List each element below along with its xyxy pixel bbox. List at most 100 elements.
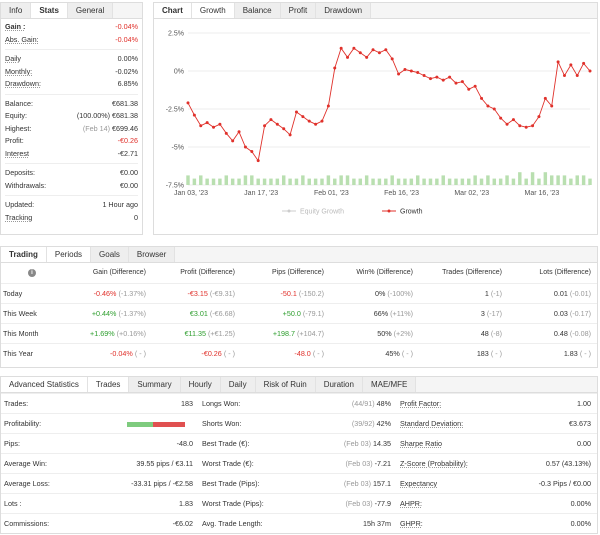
tab-general[interactable]: General [67, 3, 114, 18]
tab-stats[interactable]: Stats [31, 3, 68, 18]
growth-point[interactable] [237, 130, 241, 134]
tab-growth[interactable]: Growth [191, 3, 235, 18]
legend-growth[interactable]: Growth [400, 209, 423, 216]
tab-goals[interactable]: Goals [91, 247, 129, 262]
tab-daily[interactable]: Daily [220, 377, 256, 392]
stat-label-text[interactable]: Sharpe Ratio [400, 439, 442, 448]
tab-hourly[interactable]: Hourly [180, 377, 221, 392]
growth-point[interactable] [307, 119, 311, 123]
growth-point[interactable] [575, 74, 579, 78]
tab-balance[interactable]: Balance [234, 3, 281, 18]
growth-point[interactable] [314, 122, 318, 126]
growth-point[interactable] [192, 113, 196, 117]
tab-advanced-statistics[interactable]: Advanced Statistics [1, 377, 88, 392]
stat-label[interactable]: Expectancy [397, 473, 497, 494]
growth-point[interactable] [224, 131, 228, 135]
growth-point[interactable] [212, 125, 216, 129]
growth-point[interactable] [473, 84, 477, 88]
growth-point[interactable] [333, 66, 337, 70]
growth-point[interactable] [352, 46, 356, 50]
growth-point[interactable] [486, 104, 490, 108]
stat-label-text[interactable]: Profit Factor: [400, 399, 442, 408]
growth-point[interactable] [231, 139, 235, 143]
tab-trading[interactable]: Trading [1, 247, 47, 262]
stat-label[interactable]: Z-Score (Probability): [397, 453, 497, 474]
growth-point[interactable] [346, 55, 350, 59]
growth-point[interactable] [320, 119, 324, 123]
stat-label[interactable]: Standard Deviation: [397, 413, 497, 434]
growth-point[interactable] [460, 80, 464, 84]
stat-label[interactable]: Profit Factor: [397, 393, 497, 414]
daily-label[interactable]: Daily [5, 54, 21, 63]
tab-info[interactable]: Info [1, 3, 32, 18]
growth-point[interactable] [250, 150, 254, 154]
tab-mae-mfe[interactable]: MAE/MFE [362, 377, 417, 392]
stat-label-text[interactable]: GHPR: [400, 519, 423, 529]
growth-point[interactable] [199, 124, 203, 128]
stat-label[interactable]: Sharpe Ratio [397, 433, 497, 454]
growth-point[interactable] [511, 118, 515, 122]
growth-point[interactable] [275, 122, 279, 126]
growth-point[interactable] [294, 110, 298, 114]
growth-point[interactable] [531, 124, 535, 128]
growth-point[interactable] [243, 145, 247, 149]
growth-point[interactable] [582, 61, 586, 65]
tab-chart[interactable]: Chart [154, 3, 192, 18]
tab-summary[interactable]: Summary [129, 377, 181, 392]
tab-risk-of-ruin[interactable]: Risk of Ruin [255, 377, 316, 392]
growth-point[interactable] [397, 72, 401, 76]
tracking-label[interactable]: Tracking [5, 212, 33, 222]
growth-point[interactable] [467, 87, 471, 91]
growth-point[interactable] [562, 74, 566, 78]
stat-label-text[interactable]: Standard Deviation: [400, 419, 464, 428]
growth-point[interactable] [499, 116, 503, 120]
growth-point[interactable] [422, 74, 426, 78]
growth-point[interactable] [492, 107, 496, 111]
growth-point[interactable] [416, 71, 420, 75]
growth-point[interactable] [441, 78, 445, 82]
growth-point[interactable] [480, 96, 484, 100]
growth-point[interactable] [263, 124, 267, 128]
growth-point[interactable] [390, 57, 394, 61]
tab-drawdown[interactable]: Drawdown [316, 3, 372, 18]
growth-point[interactable] [556, 60, 560, 64]
growth-point[interactable] [435, 75, 439, 79]
growth-point[interactable] [186, 101, 190, 105]
stat-label[interactable]: AHPR: [397, 493, 497, 514]
growth-point[interactable] [301, 115, 305, 119]
growth-point[interactable] [505, 122, 509, 126]
stat-label-text[interactable]: Z-Score (Probability): [400, 459, 468, 468]
growth-point[interactable] [218, 122, 222, 126]
growth-point[interactable] [371, 48, 375, 52]
growth-point[interactable] [256, 159, 260, 163]
growth-point[interactable] [569, 63, 573, 67]
tab-browser[interactable]: Browser [128, 247, 176, 262]
growth-point[interactable] [543, 96, 547, 100]
stat-label-text[interactable]: AHPR: [400, 499, 422, 508]
growth-point[interactable] [588, 69, 592, 73]
tab-duration[interactable]: Duration [315, 377, 363, 392]
growth-point[interactable] [403, 67, 407, 71]
growth-point[interactable] [282, 127, 286, 131]
growth-point[interactable] [288, 133, 292, 137]
gain-label[interactable]: Gain : [5, 22, 26, 31]
growth-point[interactable] [409, 69, 413, 73]
growth-point[interactable] [358, 51, 362, 55]
growth-chart[interactable]: 2.5% 0% -2.5% -5% -7.5%Jan 03, '23 Jan 17, '2… [154, 19, 597, 233]
growth-point[interactable] [365, 55, 369, 59]
stat-label[interactable]: GHPR: [397, 513, 497, 534]
drawdown-label[interactable]: Drawdown: [5, 79, 41, 88]
interest-label[interactable]: Interest [5, 148, 29, 158]
growth-point[interactable] [384, 48, 388, 52]
tab-periods[interactable]: Periods [46, 247, 92, 262]
info-icon[interactable]: i [28, 268, 36, 277]
growth-point[interactable] [269, 118, 273, 122]
growth-point[interactable] [518, 124, 522, 128]
tab-profit[interactable]: Profit [280, 3, 317, 18]
monthly-label[interactable]: Monthly: [5, 66, 33, 76]
growth-point[interactable] [524, 125, 528, 129]
growth-point[interactable] [537, 115, 541, 119]
growth-point[interactable] [454, 81, 458, 85]
growth-point[interactable] [205, 121, 209, 125]
growth-point[interactable] [448, 75, 452, 79]
